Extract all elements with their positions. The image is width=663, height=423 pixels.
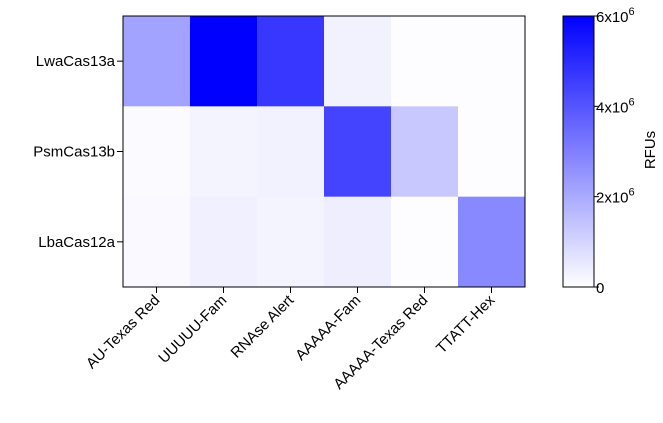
heatmap-cell [324, 106, 392, 198]
colorbar-label: RFUs [642, 131, 659, 169]
row-label: LwaCas13a [36, 53, 116, 70]
row-label: LbaCas12a [38, 234, 115, 251]
heatmap-cell [391, 16, 459, 107]
heatmap-cell [190, 106, 258, 198]
heatmap-cell [324, 196, 392, 288]
column-label: TTATT-Hex [433, 291, 499, 357]
colorbar-tick-label: 6x106 [596, 6, 635, 26]
heatmap-cell [324, 16, 392, 107]
heatmap-cell [458, 106, 526, 198]
heatmap-cell [257, 106, 325, 198]
heatmap-cell [257, 196, 325, 288]
heatmap-cell [123, 16, 191, 107]
colorbar-tick-label: 4x106 [596, 96, 635, 116]
column-label: RNAse Alert [228, 291, 298, 361]
row-labels: LwaCas13a PsmCas13b LbaCas12a [33, 53, 123, 251]
heatmap-cell [391, 196, 459, 288]
heatmap-cell [458, 196, 526, 288]
heatmap-cells [123, 16, 526, 288]
heatmap-cell [257, 16, 325, 107]
colorbar-ticks: 0 2x106 4x106 6x106 [594, 6, 635, 297]
colorbar [562, 15, 595, 288]
row-label: PsmCas13b [33, 144, 115, 161]
heatmap-cell [123, 106, 191, 198]
column-label: UUUUU-Fam [155, 292, 230, 367]
colorbar-tick-label: 2x106 [596, 187, 635, 207]
heatmap-cell [458, 16, 526, 107]
colorbar-tick-label: 0 [596, 280, 604, 297]
heatmap-cell [391, 106, 459, 198]
heatmap-cell [123, 196, 191, 288]
heatmap-cell [190, 16, 258, 107]
heatmap-cell [190, 196, 258, 288]
column-label: AU-Texas Red [83, 292, 163, 372]
column-label: AAAAA-Fam [292, 292, 364, 364]
